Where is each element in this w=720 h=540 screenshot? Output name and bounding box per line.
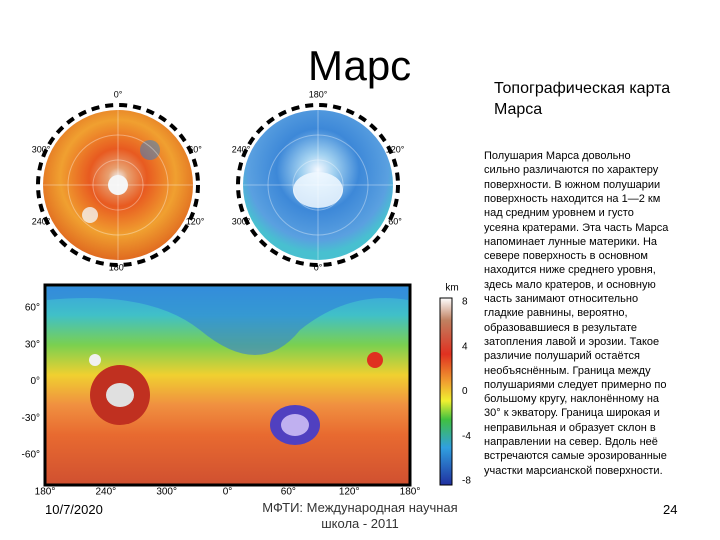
subtitle: Марса — [494, 101, 543, 118]
disc-label: 240° — [32, 216, 51, 226]
body-text: поверхность находится на 1—2 км — [484, 192, 661, 205]
color-scale — [439, 297, 453, 486]
slide-title: Марс — [308, 42, 412, 89]
disc-label: 300° — [232, 216, 251, 226]
body-text: находится ниже среднего уровня, — [484, 264, 656, 277]
body-text: севере поверхность в основном — [484, 250, 648, 263]
scale-label: 8 — [462, 297, 468, 308]
disc-label: 0° — [114, 89, 123, 99]
disc-label: 300° — [32, 144, 51, 154]
lat-label: 0° — [30, 376, 40, 387]
body-text: неправильная и образует склон в — [484, 421, 656, 434]
lat-label: 60° — [25, 303, 40, 314]
body-text: усеяна кратерами. Эта часть Марса — [484, 221, 669, 234]
footer-date: 10/7/2020 — [45, 502, 103, 517]
scale-label: 4 — [462, 341, 468, 352]
body-text: 30° к экватору. Граница широкая и — [484, 407, 660, 420]
disc-label: 0° — [314, 262, 323, 272]
body-text: полушариями следует примерно по — [484, 378, 667, 391]
body-text: здесь мало кратеров, и основную — [484, 278, 656, 291]
body-text: направлении на север. Вдоль неё — [484, 436, 658, 448]
body-text: Полушария Марса довольно — [484, 150, 631, 162]
disc-frame — [36, 103, 200, 267]
footer-org: школа - 2011 — [321, 516, 399, 531]
pole — [108, 175, 128, 195]
disc-label: 120° — [186, 216, 205, 226]
body-text: большому кругу, наклонённому на — [484, 393, 660, 406]
lon-label: 0° — [223, 487, 233, 498]
body-text: гладкие равнины, вероятно, — [484, 307, 628, 320]
lat-label: 30° — [25, 339, 40, 350]
disc-label: 240° — [232, 144, 251, 154]
body-text: затопления лавой и эрозии. Такое — [484, 335, 660, 348]
body-text: поверхности. В южном полушарии — [484, 178, 661, 191]
lon-label: 120° — [339, 487, 360, 498]
disc-label: 60° — [188, 144, 202, 154]
page-number: 24 — [663, 502, 678, 517]
scale-label: -8 — [462, 476, 471, 487]
disc-label: 180° — [309, 89, 328, 99]
lon-label: 60° — [281, 487, 296, 498]
body-text: участки марсианской поверхности. — [484, 464, 663, 477]
scale-unit: km — [445, 283, 458, 294]
lon-label: 240° — [95, 487, 116, 498]
footer-org: МФТИ: Международная научная — [262, 500, 458, 515]
lon-label: 300° — [156, 487, 177, 498]
body-text: встречаются самые эрозированные — [484, 450, 667, 463]
body-text: напоминает лунные материки. На — [484, 235, 658, 248]
body-text: необъяснённым. Граница между — [484, 364, 651, 377]
lat-label: -60° — [22, 450, 40, 461]
body-text: образовавшиеся в результате — [484, 321, 638, 334]
scale-label: 0 — [462, 386, 468, 397]
subtitle: Топографическая карта — [494, 80, 671, 97]
disc-label: 180° — [109, 262, 128, 272]
body-text: сильно различаются по характеру — [484, 164, 659, 177]
body-text: различие полушарий остаётся — [484, 350, 640, 363]
lon-label: 180° — [35, 487, 56, 498]
lon-label: 180° — [400, 487, 421, 498]
body-text: над средним уровнем и густо — [484, 207, 634, 220]
disc-label: 60° — [388, 216, 402, 226]
lat-label: -30° — [22, 413, 40, 424]
disc-label: 120° — [386, 144, 405, 154]
body-text: часть занимают относительно — [484, 293, 639, 305]
disc-frame — [236, 103, 400, 267]
scale-label: -4 — [462, 431, 471, 442]
